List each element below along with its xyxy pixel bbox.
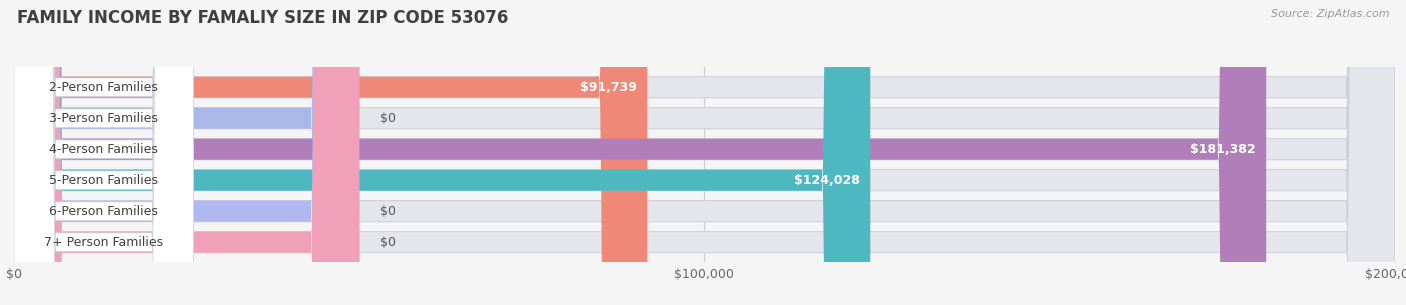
- FancyBboxPatch shape: [14, 0, 647, 305]
- FancyBboxPatch shape: [14, 0, 870, 305]
- FancyBboxPatch shape: [14, 0, 1395, 305]
- FancyBboxPatch shape: [14, 0, 1395, 305]
- FancyBboxPatch shape: [14, 0, 194, 305]
- Text: 2-Person Families: 2-Person Families: [49, 81, 159, 94]
- FancyBboxPatch shape: [14, 0, 1395, 305]
- FancyBboxPatch shape: [14, 0, 1395, 305]
- FancyBboxPatch shape: [14, 0, 194, 305]
- FancyBboxPatch shape: [14, 0, 360, 305]
- Text: $0: $0: [380, 205, 396, 218]
- Text: $0: $0: [380, 236, 396, 249]
- Text: 5-Person Families: 5-Person Families: [49, 174, 159, 187]
- Text: 7+ Person Families: 7+ Person Families: [44, 236, 163, 249]
- FancyBboxPatch shape: [14, 0, 360, 305]
- Text: $0: $0: [380, 112, 396, 125]
- Text: $181,382: $181,382: [1191, 143, 1256, 156]
- FancyBboxPatch shape: [14, 0, 360, 305]
- Text: Source: ZipAtlas.com: Source: ZipAtlas.com: [1271, 9, 1389, 19]
- Text: $91,739: $91,739: [581, 81, 637, 94]
- Text: 6-Person Families: 6-Person Families: [49, 205, 159, 218]
- FancyBboxPatch shape: [14, 0, 1395, 305]
- Text: 4-Person Families: 4-Person Families: [49, 143, 159, 156]
- FancyBboxPatch shape: [14, 0, 194, 305]
- FancyBboxPatch shape: [14, 0, 194, 305]
- Text: FAMILY INCOME BY FAMALIY SIZE IN ZIP CODE 53076: FAMILY INCOME BY FAMALIY SIZE IN ZIP COD…: [17, 9, 508, 27]
- FancyBboxPatch shape: [14, 0, 1395, 305]
- Text: $124,028: $124,028: [794, 174, 860, 187]
- Text: 3-Person Families: 3-Person Families: [49, 112, 159, 125]
- FancyBboxPatch shape: [14, 0, 1267, 305]
- FancyBboxPatch shape: [14, 0, 194, 305]
- FancyBboxPatch shape: [14, 0, 194, 305]
